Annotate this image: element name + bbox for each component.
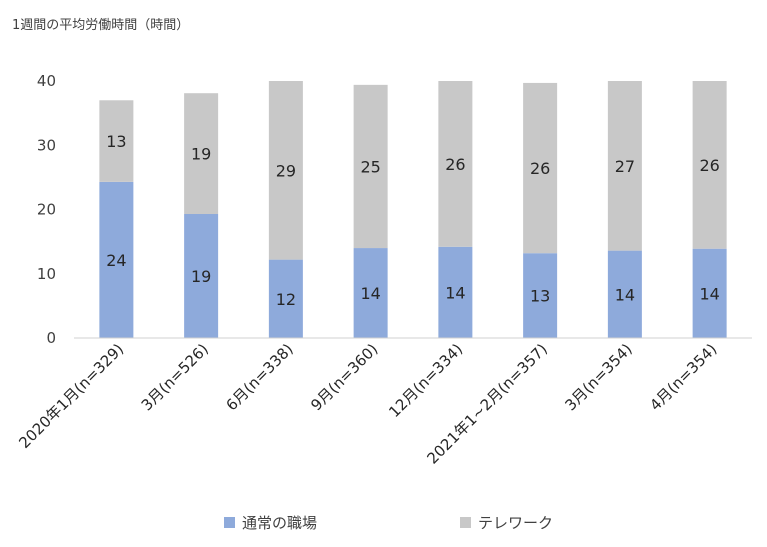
bar-office [99, 181, 134, 338]
data-label: 12 [276, 290, 296, 309]
data-label: 26 [445, 155, 465, 174]
x-tick-label: 12月(n=334) [385, 340, 466, 421]
bar-office [438, 246, 473, 338]
bar-office [607, 250, 642, 338]
legend-item-telework: テレワーク [460, 512, 553, 533]
bar-office [692, 248, 727, 338]
y-tick-label: 30 [37, 136, 56, 154]
data-label: 14 [360, 284, 380, 303]
data-label: 19 [191, 267, 211, 286]
data-label: 14 [615, 285, 635, 304]
bar-office [268, 259, 303, 338]
x-tick-label: 3月(n=354) [561, 340, 635, 414]
data-label: 25 [360, 157, 380, 176]
data-label: 13 [106, 132, 126, 151]
y-tick-label: 40 [37, 72, 56, 90]
legend: 通常の職場 テレワーク [0, 512, 767, 536]
bar-telework [268, 81, 303, 260]
x-tick-label: 2020年1月(n=329) [15, 340, 127, 452]
bar-telework [353, 84, 388, 249]
x-tick-label: 9月(n=360) [307, 340, 381, 414]
bar-office [353, 248, 388, 338]
bar-telework [184, 93, 219, 214]
legend-label-office: 通常の職場 [242, 514, 318, 532]
data-label: 26 [530, 159, 550, 178]
data-label: 19 [191, 145, 211, 164]
chart-title: 1週間の平均労働時間（時間） [12, 18, 190, 33]
data-label: 27 [615, 157, 635, 176]
x-tick-label: 6月(n=338) [222, 340, 296, 414]
y-tick-label: 10 [37, 265, 56, 283]
bar-office [523, 253, 558, 338]
legend-swatch-telework [460, 517, 471, 528]
x-tick-label: 3月(n=526) [138, 340, 212, 414]
bar-telework [523, 82, 558, 254]
legend-item-office: 通常の職場 [224, 512, 317, 533]
bar-office [184, 213, 219, 338]
bar-telework [99, 100, 134, 182]
stacked-bar-chart: 0 10 20 30 40 24 13 2020年1月(n=329) 19 19 3月(n=526)… [15, 72, 752, 468]
legend-label-telework: テレワーク [478, 514, 554, 532]
data-label: 14 [445, 283, 465, 302]
data-label: 26 [699, 156, 719, 175]
data-label: 29 [276, 161, 296, 180]
y-tick-label: 0 [46, 329, 56, 347]
legend-swatch-office [224, 517, 235, 528]
x-tick-label: 4月(n=354) [646, 340, 720, 414]
bar-telework [692, 81, 727, 249]
y-tick-label: 20 [37, 201, 56, 219]
data-label: 13 [530, 287, 550, 306]
bar-telework [607, 81, 642, 251]
data-label: 24 [106, 251, 126, 270]
data-label: 14 [699, 284, 719, 303]
bar-telework [438, 81, 473, 247]
